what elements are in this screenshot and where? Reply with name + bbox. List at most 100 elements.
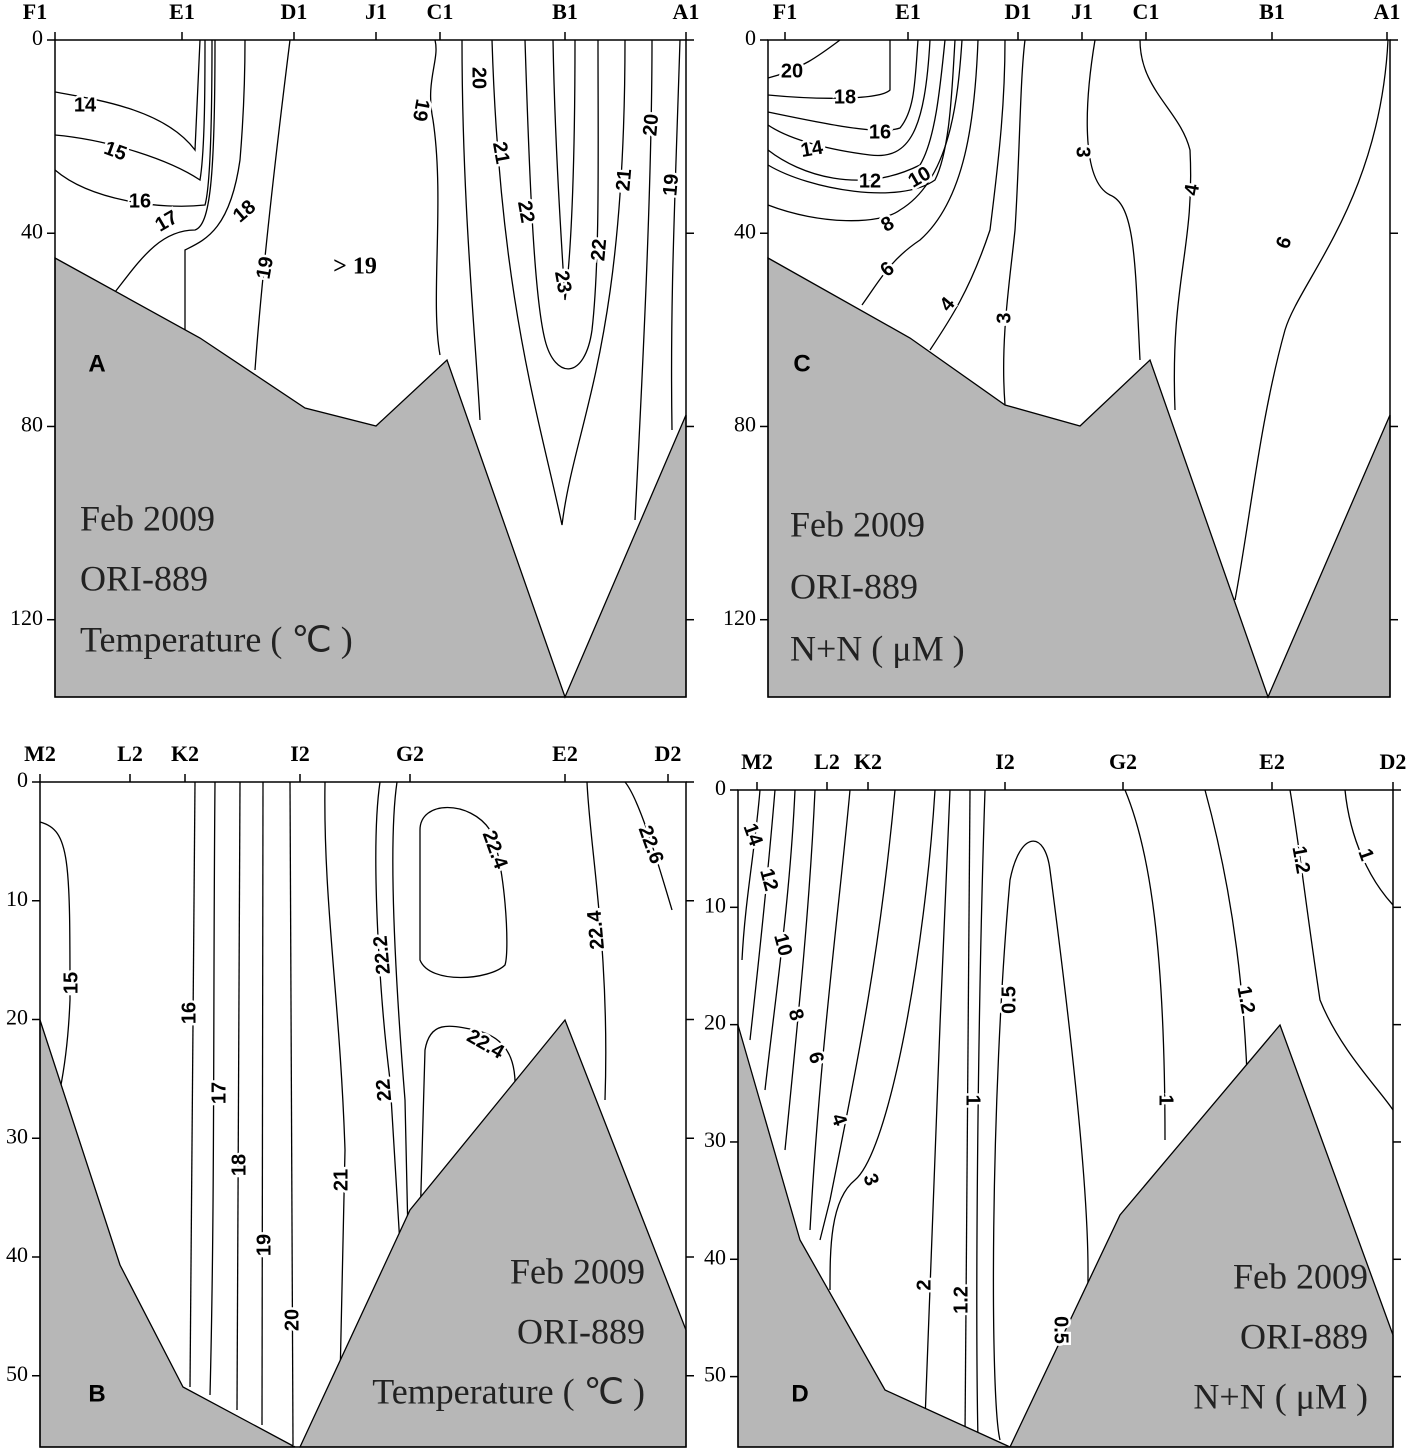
contour-label: 20 xyxy=(281,1309,303,1331)
contour-line xyxy=(392,781,409,1236)
contour-line xyxy=(324,781,346,1381)
contour-line xyxy=(767,39,946,181)
panel-letter: A xyxy=(88,350,105,377)
contour-label: 2 xyxy=(913,1279,935,1290)
contour-line xyxy=(767,39,919,131)
contour-line xyxy=(184,39,246,330)
contour-label: 22.2 xyxy=(370,935,395,976)
contour-line xyxy=(54,39,206,182)
contour-line xyxy=(236,781,241,1411)
station-label: G2 xyxy=(396,741,424,766)
contour-label: 22 xyxy=(372,1078,396,1102)
contour-label: 12 xyxy=(859,170,881,192)
plot-frame xyxy=(767,39,1391,698)
contour-line xyxy=(767,40,891,99)
contour-label: 19 xyxy=(408,97,434,123)
station-label: E1 xyxy=(895,0,921,24)
station-label: M2 xyxy=(24,741,56,766)
station-label: G2 xyxy=(1109,749,1137,774)
station-label: J1 xyxy=(1071,0,1093,24)
contour-line xyxy=(289,781,294,1446)
station-label: D2 xyxy=(1380,749,1407,774)
y-tick-label: 20 xyxy=(6,1005,28,1030)
contour-label: 21 xyxy=(488,140,514,166)
contour-line xyxy=(670,39,681,431)
contour-label: 14 xyxy=(74,94,97,116)
contour-line xyxy=(429,39,441,356)
annotation: ORI-889 xyxy=(790,566,918,606)
contour-label: 3 xyxy=(1072,146,1094,157)
annotation: Feb 2009 xyxy=(1233,1256,1368,1296)
contour-line xyxy=(976,789,986,1441)
station-label: D1 xyxy=(1005,0,1032,24)
y-tick-label: 30 xyxy=(704,1127,726,1152)
station-label: L2 xyxy=(814,749,840,774)
contour-line xyxy=(829,789,936,1291)
y-tick-label: 0 xyxy=(745,25,756,50)
station-label: J1 xyxy=(365,0,387,24)
y-tick-label: 40 xyxy=(6,1242,28,1267)
contour-label: 19 xyxy=(659,173,683,197)
station-label: B1 xyxy=(1259,0,1285,24)
station-label: C1 xyxy=(1133,0,1160,24)
y-tick-label: 50 xyxy=(6,1361,28,1386)
station-label: D2 xyxy=(655,741,682,766)
y-tick-label: 0 xyxy=(715,775,726,800)
y-tick-label: 80 xyxy=(734,412,756,437)
contour-line xyxy=(1003,39,1026,406)
y-tick-label: 0 xyxy=(17,767,28,792)
annotation: N+N ( μM ) xyxy=(790,628,965,668)
contour-line xyxy=(114,39,216,293)
contour-line xyxy=(929,39,1006,351)
region-label: > 19 xyxy=(333,254,377,280)
contour-label: 3 xyxy=(993,312,1015,323)
y-tick-label: 20 xyxy=(704,1010,726,1035)
y-tick-label: 120 xyxy=(723,605,756,630)
annotation: Feb 2009 xyxy=(790,504,925,544)
y-tick-label: 30 xyxy=(6,1123,28,1148)
contour-line xyxy=(375,781,401,1246)
contour-line xyxy=(924,789,951,1421)
contour-label: 22 xyxy=(587,238,611,262)
contour-label: 1 xyxy=(962,1094,984,1105)
y-tick-label: 10 xyxy=(704,892,726,917)
contour-line xyxy=(552,39,576,301)
station-label: A1 xyxy=(1374,0,1401,24)
annotation: ORI-889 xyxy=(1240,1316,1368,1356)
contour-label: 20 xyxy=(781,60,803,82)
contour-line xyxy=(767,39,963,222)
contour-line xyxy=(741,789,761,961)
annotation: N+N ( μM ) xyxy=(1193,1376,1368,1416)
station-label: M2 xyxy=(741,749,773,774)
contour-label: 22.4 xyxy=(584,909,609,951)
station-label: A1 xyxy=(673,0,700,24)
contour-line xyxy=(1204,789,1249,1101)
plot-frame xyxy=(737,789,1394,1448)
y-tick-label: 0 xyxy=(32,25,43,50)
plot-frame xyxy=(39,781,687,1448)
contour-line xyxy=(586,781,607,1101)
contour-line xyxy=(767,39,956,194)
contour-label: 18 xyxy=(228,1154,250,1176)
contour-line xyxy=(624,781,673,911)
contour-line xyxy=(419,1025,516,1226)
contour-line xyxy=(992,840,1089,1441)
contour-label: 15 xyxy=(60,972,82,994)
contour-line xyxy=(189,781,196,1388)
contour-line xyxy=(749,789,776,1041)
annotation: Feb 2009 xyxy=(80,498,215,538)
contour-line xyxy=(764,789,796,1091)
contour-label: 21 xyxy=(612,168,636,192)
station-label: B1 xyxy=(552,0,578,24)
station-label: L2 xyxy=(117,741,143,766)
contour-line xyxy=(809,789,851,1231)
station-label: E1 xyxy=(169,0,195,24)
y-tick-label: 120 xyxy=(10,605,43,630)
contour-line xyxy=(54,39,213,207)
panel-letter: D xyxy=(791,1380,808,1407)
contour-line xyxy=(1086,39,1141,361)
